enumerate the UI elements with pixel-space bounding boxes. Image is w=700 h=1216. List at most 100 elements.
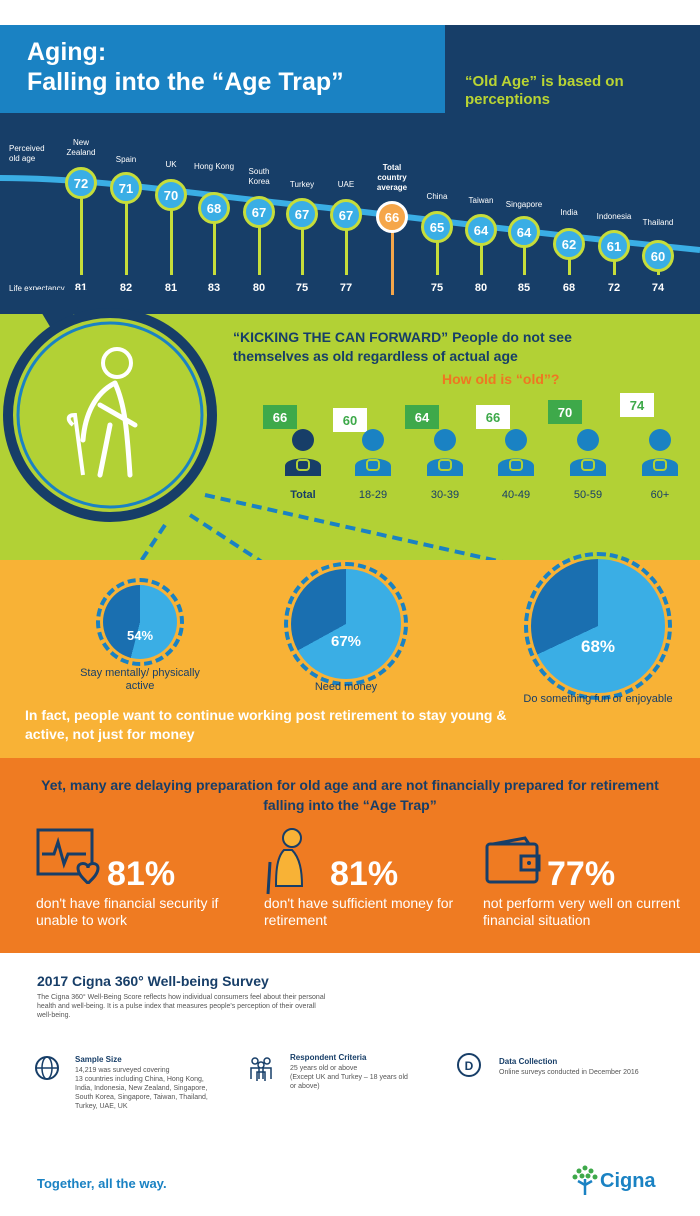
country-stem — [258, 226, 261, 275]
age-trap-headline: Yet, many are delaying preparation for o… — [41, 777, 659, 813]
people-icon — [250, 1057, 272, 1081]
elderly-person-icon — [66, 347, 138, 478]
country-stem — [345, 229, 348, 275]
country-name: Indonesia — [596, 212, 632, 221]
wallet-icon — [485, 836, 541, 884]
country-name: UK — [165, 160, 177, 169]
perceived-old-age-bubble: 67 — [243, 196, 275, 228]
life-expectancy-label: Life expectancy — [9, 284, 65, 293]
country-stem — [301, 228, 304, 275]
age-group-label: 18-29 — [358, 489, 388, 501]
person-icon — [642, 429, 678, 476]
survey-title: 2017 Cigna 360° Well-being Survey — [37, 973, 269, 989]
age-group-label: 60+ — [650, 489, 670, 501]
perceived-old-age-bubble: 64 — [465, 214, 497, 246]
country-stem — [613, 260, 616, 275]
perceived-old-age-bubble: 66 — [376, 201, 408, 233]
life-expectancy-value: 75 — [295, 282, 309, 294]
person-icon — [570, 429, 606, 476]
sample-size-desc: 14,219 was surveyed covering 13 countrie… — [75, 1067, 208, 1110]
perceived-old-age-bubble: 64 — [508, 216, 540, 248]
life-expectancy-value: 80 — [474, 282, 488, 294]
age-trap-panel — [0, 758, 700, 953]
perceived-old-age-bubble: 70 — [155, 179, 187, 211]
reason-caption: Need money — [314, 681, 378, 693]
age-group-label: 30-39 — [430, 489, 460, 501]
person-icon — [498, 429, 534, 476]
life-expectancy-value: 68 — [562, 282, 576, 294]
cigna-logo: Cigna — [600, 1170, 656, 1192]
country-stem — [657, 270, 660, 275]
survey-description: The Cigna 360° Well-Being Score reflects… — [37, 994, 326, 1019]
elderly-woman-icon — [266, 828, 304, 895]
sample-size-title: Sample Size — [75, 1055, 122, 1064]
respondent-criteria-desc: 25 years old or above (Except UK and Tur… — [290, 1065, 408, 1090]
country-stem — [523, 246, 526, 275]
country-stem — [436, 241, 439, 275]
trap-stat-percent: 81% — [107, 855, 176, 893]
age-group-label: 50-59 — [573, 489, 603, 501]
age-speech-bubble: 70 — [548, 400, 582, 424]
country-name: Spain — [115, 155, 137, 164]
title-box — [0, 25, 445, 113]
reason-circle: 54% — [96, 578, 184, 666]
country-stem — [213, 222, 216, 275]
perceived-old-age-bubble: 68 — [198, 192, 230, 224]
reason-caption: Do something fun or enjoyable — [523, 693, 673, 705]
age-group-label: 40-49 — [501, 489, 531, 501]
page-subtitle: “Old Age” is based on perceptions — [465, 73, 624, 108]
country-stem — [125, 202, 128, 275]
perceived-label: Perceived old age — [9, 144, 45, 163]
perceived-old-age-bubble: 61 — [598, 230, 630, 262]
kicking-headline: “KICKING THE CAN FORWARD” People do not … — [233, 329, 572, 364]
life-expectancy-value: 75 — [430, 282, 444, 294]
person-icon — [285, 429, 321, 476]
life-expectancy-value: 81 — [164, 282, 178, 294]
country-name: Hong Kong — [193, 162, 235, 171]
country-name: South Korea — [248, 167, 270, 186]
country-name: Total country average — [376, 163, 408, 192]
country-stem — [480, 244, 483, 275]
country-name: Singapore — [505, 200, 543, 209]
life-expectancy-value: 83 — [207, 282, 221, 294]
data-collection-desc: Online surveys conducted in December 201… — [499, 1069, 639, 1076]
country-name: India — [560, 208, 578, 217]
page-title: Aging: Falling into the “Age Trap” — [27, 38, 344, 96]
person-icon — [427, 429, 463, 476]
reason-percent: 68% — [580, 636, 616, 656]
reason-caption: Stay mentally/ physically active — [80, 667, 200, 692]
age-speech-bubble: 74 — [620, 393, 654, 417]
trap-stat-description: not perform very well on current financi… — [483, 895, 680, 928]
reason-percent: 67% — [330, 632, 362, 650]
perceived-old-age-bubble: 62 — [553, 228, 585, 260]
reason-percent: 54% — [126, 627, 154, 643]
speech-tail — [28, 290, 88, 340]
life-expectancy-value: 72 — [607, 282, 621, 294]
cigna-tree-icon — [572, 1165, 598, 1195]
perceived-old-age-bubble: 65 — [421, 211, 453, 243]
reason-circle: 68% — [524, 552, 672, 700]
country-name: New Zealand — [66, 138, 96, 157]
trap-stat-percent: 81% — [330, 855, 399, 893]
country-stem — [568, 258, 571, 275]
country-name: UAE — [337, 180, 355, 189]
country-stem — [80, 197, 83, 275]
trap-stat-percent: 77% — [547, 855, 616, 893]
age-speech-bubble: 66 — [476, 405, 510, 429]
top-margin — [0, 0, 700, 25]
country-name: Taiwan — [468, 196, 494, 205]
life-expectancy-value: 85 — [517, 282, 531, 294]
perceived-old-age-bubble: 72 — [65, 167, 97, 199]
life-expectancy-value: 80 — [252, 282, 266, 294]
globe-icon — [35, 1056, 59, 1080]
life-expectancy-value: 77 — [339, 282, 353, 294]
data-collection-icon: D — [457, 1053, 481, 1077]
tagline: Together, all the way. — [37, 1176, 167, 1191]
respondent-criteria-title: Respondent Criteria — [290, 1053, 367, 1062]
age-group-label: Total — [290, 489, 316, 501]
country-stem — [170, 209, 173, 275]
life-expectancy-value: 74 — [651, 282, 665, 294]
country-name: Thailand — [642, 218, 674, 227]
heart-monitor-icon — [36, 828, 100, 885]
country-name: Turkey — [289, 180, 315, 189]
